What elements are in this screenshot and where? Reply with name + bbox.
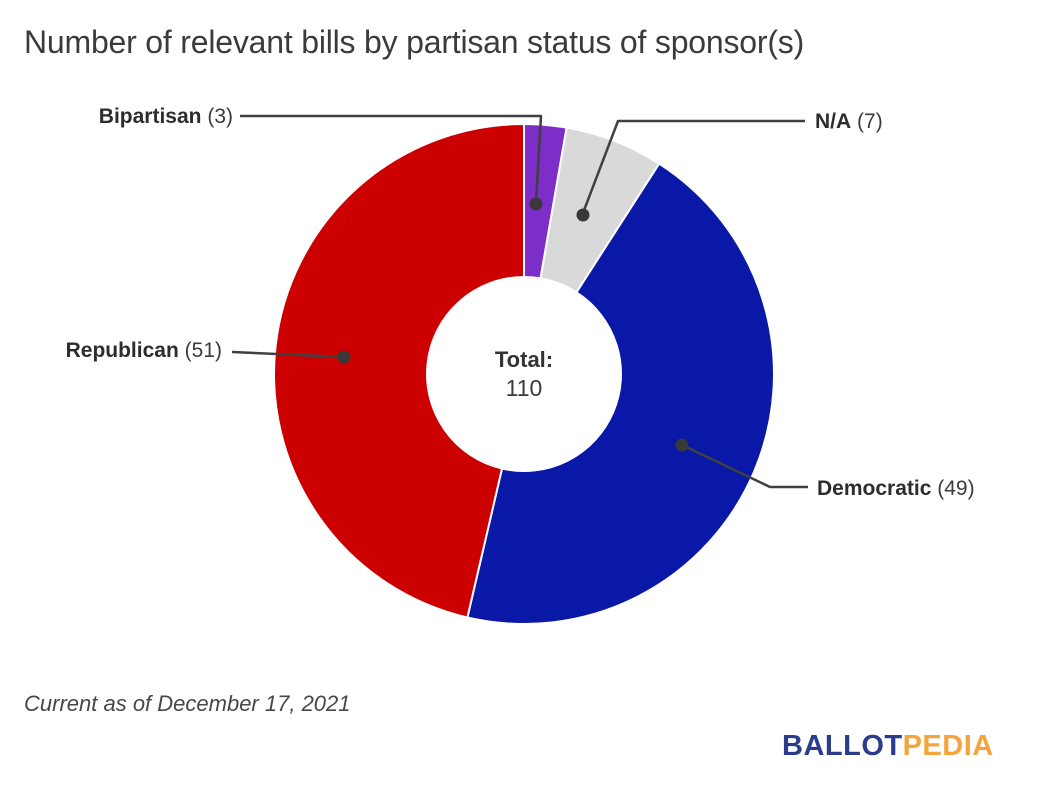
leader-line-bipartisan (240, 114, 543, 203)
dot-na (576, 208, 590, 222)
slice-label-democratic-name: Democratic (817, 477, 932, 500)
callout-lines (231, 114, 808, 489)
pie-slice-democratic (466, 162, 775, 625)
slice-label-bipartisan: Bipartisan (3) (99, 103, 233, 130)
total-label: Total: (494, 347, 554, 372)
slice-label-bipartisan-count: (3) (207, 105, 233, 128)
page-title: Number of relevant bills by partisan sta… (24, 24, 805, 60)
slice-label-bipartisan-name: Bipartisan (98, 105, 202, 128)
dot-democratic (675, 438, 689, 452)
dot-republican (337, 350, 351, 364)
total-value: 110 (505, 375, 543, 401)
leader-line-republican (231, 350, 345, 359)
donut-slices (273, 122, 775, 625)
callout-dots (337, 197, 689, 452)
dot-bipartisan (529, 197, 543, 211)
slice-label-republican-name: Republican (65, 339, 179, 362)
donut-center-total: Total: 110 (424, 346, 624, 403)
footer-note: Current as of December 17, 2021 (24, 691, 351, 716)
slice-label-republican-count: (51) (184, 339, 222, 362)
slice-label-democratic: Democratic (49) (817, 475, 975, 502)
slice-label-republican: Republican (51) (66, 337, 222, 364)
slice-label-na-name: N/A (815, 110, 852, 133)
logo-text-pedia: PEDIA (902, 730, 994, 762)
slice-label-democratic-count: (49) (937, 477, 975, 500)
logo-text-ballot: BALLOT (782, 730, 903, 762)
ballotpedia-logo: BALLOTPEDIA (782, 730, 994, 763)
pie-slice-republican (273, 122, 525, 619)
leader-line-na (581, 119, 805, 214)
slice-label-na-count: (7) (857, 110, 883, 133)
leader-line-democratic (681, 443, 808, 489)
slice-label-na: N/A (7) (815, 108, 883, 135)
